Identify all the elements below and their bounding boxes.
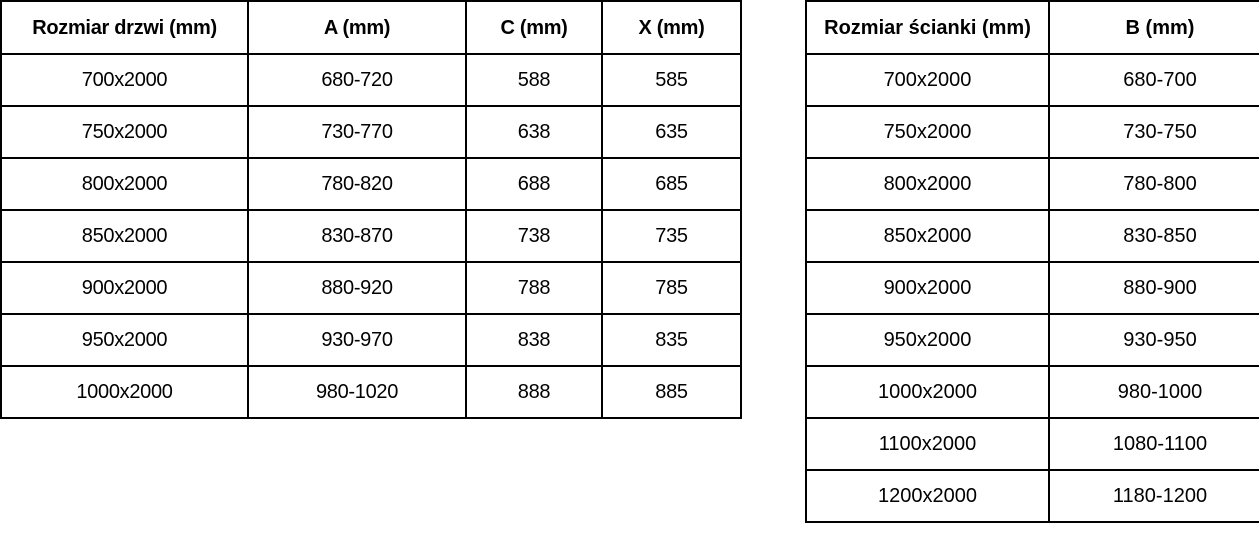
door-size-table: Rozmiar drzwi (mm) A (mm) C (mm) X (mm) 700… — [0, 0, 742, 419]
table-cell: 980-1020 — [247, 365, 467, 419]
column-header: A (mm) — [247, 0, 467, 55]
table-row: 800x2000 780-800 — [805, 157, 1259, 211]
wall-size-table: Rozmiar ścianki (mm) B (mm) 700x2000 680-7… — [805, 0, 1259, 523]
table-row: 750x2000 730-750 — [805, 105, 1259, 159]
table-cell: 1080-1100 — [1048, 417, 1259, 471]
table-cell: 738 — [465, 209, 603, 263]
table-row: 900x2000 880-900 — [805, 261, 1259, 315]
table-row: 750x2000 730-770 638 635 — [0, 105, 742, 159]
table-row: 950x2000 930-950 — [805, 313, 1259, 367]
table-cell: 850x2000 — [805, 209, 1050, 263]
column-header: X (mm) — [601, 0, 742, 55]
table-cell: 888 — [465, 365, 603, 419]
table-row: 850x2000 830-870 738 735 — [0, 209, 742, 263]
door-table-body: 700x2000 680-720 588 585 750x2000 730-770 638 6… — [0, 53, 742, 419]
table-cell: 930-970 — [247, 313, 467, 367]
column-header: Rozmiar ścianki (mm) — [805, 0, 1050, 55]
table-cell: 838 — [465, 313, 603, 367]
table-row: 800x2000 780-820 688 685 — [0, 157, 742, 211]
table-cell: 1000x2000 — [0, 365, 249, 419]
wall-table-header-row: Rozmiar ścianki (mm) B (mm) — [805, 0, 1259, 55]
column-header: B (mm) — [1048, 0, 1259, 55]
table-cell: 1000x2000 — [805, 365, 1050, 419]
table-cell: 950x2000 — [0, 313, 249, 367]
table-cell: 950x2000 — [805, 313, 1050, 367]
table-row: 700x2000 680-700 — [805, 53, 1259, 107]
table-cell: 835 — [601, 313, 742, 367]
table-row: 950x2000 930-970 838 835 — [0, 313, 742, 367]
table-row: 1200x2000 1180-1200 — [805, 469, 1259, 523]
table-cell: 750x2000 — [0, 105, 249, 159]
table-cell: 700x2000 — [0, 53, 249, 107]
table-cell: 880-920 — [247, 261, 467, 315]
table-cell: 750x2000 — [805, 105, 1050, 159]
table-cell: 785 — [601, 261, 742, 315]
table-cell: 850x2000 — [0, 209, 249, 263]
table-row: 1000x2000 980-1020 888 885 — [0, 365, 742, 419]
table-cell: 1100x2000 — [805, 417, 1050, 471]
table-cell: 800x2000 — [805, 157, 1050, 211]
table-cell: 635 — [601, 105, 742, 159]
table-cell: 638 — [465, 105, 603, 159]
table-cell: 830-870 — [247, 209, 467, 263]
table-cell: 880-900 — [1048, 261, 1259, 315]
table-row: 1100x2000 1080-1100 — [805, 417, 1259, 471]
table-cell: 585 — [601, 53, 742, 107]
table-cell: 680-720 — [247, 53, 467, 107]
table-cell: 900x2000 — [0, 261, 249, 315]
table-cell: 930-950 — [1048, 313, 1259, 367]
column-header: Rozmiar drzwi (mm) — [0, 0, 249, 55]
table-cell: 885 — [601, 365, 742, 419]
table-cell: 980-1000 — [1048, 365, 1259, 419]
table-cell: 700x2000 — [805, 53, 1050, 107]
table-cell: 685 — [601, 157, 742, 211]
table-cell: 730-750 — [1048, 105, 1259, 159]
table-cell: 900x2000 — [805, 261, 1050, 315]
table-cell: 830-850 — [1048, 209, 1259, 263]
table-cell: 1200x2000 — [805, 469, 1050, 523]
table-cell: 680-700 — [1048, 53, 1259, 107]
table-row: 1000x2000 980-1000 — [805, 365, 1259, 419]
table-row: 700x2000 680-720 588 585 — [0, 53, 742, 107]
table-row: 850x2000 830-850 — [805, 209, 1259, 263]
door-table-header-row: Rozmiar drzwi (mm) A (mm) C (mm) X (mm) — [0, 0, 742, 55]
table-cell: 780-800 — [1048, 157, 1259, 211]
wall-table-body: 700x2000 680-700 750x2000 730-750 800x2000 78… — [805, 53, 1259, 523]
column-header: C (mm) — [465, 0, 603, 55]
table-cell: 788 — [465, 261, 603, 315]
table-cell: 800x2000 — [0, 157, 249, 211]
table-cell: 780-820 — [247, 157, 467, 211]
table-cell: 588 — [465, 53, 603, 107]
table-cell: 688 — [465, 157, 603, 211]
table-cell: 730-770 — [247, 105, 467, 159]
table-cell: 1180-1200 — [1048, 469, 1259, 523]
table-row: 900x2000 880-920 788 785 — [0, 261, 742, 315]
table-cell: 735 — [601, 209, 742, 263]
